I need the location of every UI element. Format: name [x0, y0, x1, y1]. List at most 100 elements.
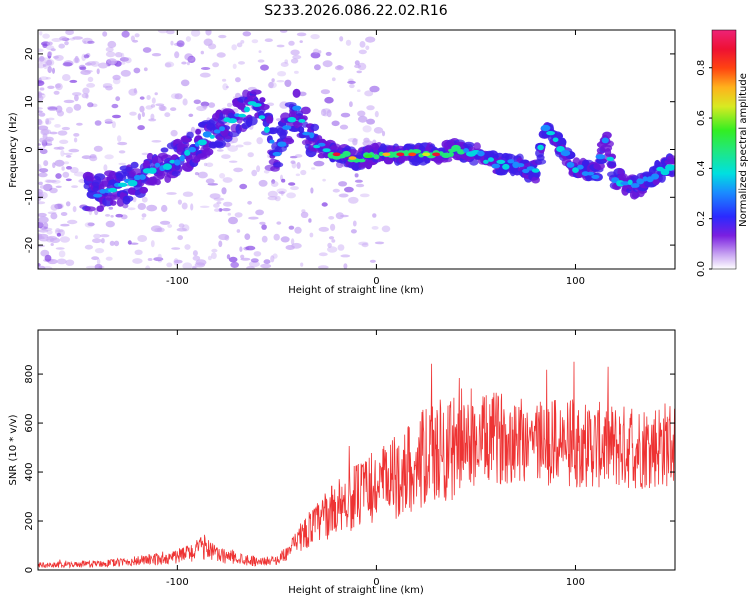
noise-speckle — [191, 265, 197, 269]
trace-halo — [116, 198, 125, 207]
noise-speckle — [318, 50, 322, 54]
trace-core — [620, 181, 630, 186]
trace-core — [411, 149, 422, 154]
y-tick-label: 800 — [24, 365, 35, 384]
noise-speckle — [300, 169, 307, 176]
noise-speckle — [366, 118, 375, 125]
spectrogram-heatmap — [38, 30, 675, 269]
noise-speckle — [222, 78, 227, 82]
noise-speckle — [347, 80, 356, 84]
trace-core — [342, 150, 351, 157]
trace-halo — [146, 152, 154, 161]
noise-speckle — [39, 87, 45, 91]
trace-hotspot — [382, 152, 391, 157]
noise-speckle — [91, 256, 99, 261]
noise-speckle — [292, 55, 302, 60]
noise-speckle — [205, 162, 214, 168]
noise-speckle — [150, 104, 156, 108]
noise-speckle — [356, 70, 363, 74]
noise-speckle — [121, 30, 130, 38]
noise-speckle — [180, 79, 190, 87]
noise-speckle — [93, 145, 103, 152]
noise-speckle — [39, 148, 48, 155]
noise-speckle — [325, 51, 332, 56]
trace-core — [601, 137, 609, 144]
trace-core — [560, 150, 571, 157]
noise-speckle — [327, 242, 332, 248]
colorbar-tick-label: 0.4 — [696, 160, 707, 176]
noise-speckle — [350, 229, 357, 234]
noise-speckle — [159, 105, 167, 111]
noise-speckle — [343, 263, 348, 269]
noise-speckle — [44, 254, 52, 262]
noise-speckle — [251, 39, 259, 44]
noise-speckle — [56, 258, 67, 265]
noise-speckle — [328, 216, 335, 220]
noise-speckle — [65, 30, 74, 36]
trace-core — [627, 179, 633, 185]
trace-core — [309, 132, 315, 139]
noise-speckle — [63, 99, 75, 104]
noise-speckle — [373, 127, 384, 134]
trace-core — [540, 124, 551, 132]
spectrogram-y-ticks: -20 -10 0 10 20 — [24, 48, 675, 253]
noise-speckle — [43, 183, 53, 192]
trace-hotspot — [332, 152, 341, 157]
noise-speckle — [318, 226, 329, 232]
noise-speckle — [236, 42, 243, 48]
noise-speckle — [371, 226, 379, 230]
noise-speckle — [51, 179, 61, 184]
noise-speckle — [113, 240, 120, 247]
noise-speckle — [94, 263, 103, 269]
noise-speckle — [72, 36, 83, 40]
noise-speckle — [56, 232, 62, 237]
noise-speckle — [38, 57, 46, 64]
noise-speckle — [349, 101, 353, 108]
noise-speckle — [317, 265, 329, 269]
noise-speckle — [44, 59, 55, 67]
noise-speckle — [76, 122, 83, 126]
noise-speckle — [290, 238, 295, 246]
noise-speckle — [182, 262, 193, 269]
noise-speckle — [273, 233, 280, 241]
noise-speckle — [58, 43, 65, 49]
trace-core — [174, 159, 181, 166]
noise-speckle — [107, 58, 118, 65]
noise-speckle — [139, 96, 145, 100]
noise-speckle — [246, 265, 255, 269]
noise-speckle — [134, 249, 143, 255]
noise-speckle — [38, 265, 46, 269]
noise-speckle — [42, 64, 47, 67]
figure-title: S233.2026.086.22.02.R16 — [264, 3, 447, 19]
noise-speckle — [111, 103, 119, 109]
noise-speckle — [54, 124, 61, 128]
trace-core — [287, 116, 297, 123]
trace-core — [531, 168, 540, 173]
noise-speckle — [205, 178, 215, 184]
noise-speckle — [290, 186, 299, 191]
noise-speckle — [150, 240, 155, 248]
trace-core — [252, 103, 262, 107]
y-tick-label: 20 — [24, 48, 35, 61]
noise-speckle — [155, 103, 165, 107]
noise-speckle — [281, 178, 286, 183]
noise-speckle — [166, 192, 177, 195]
noise-speckle — [70, 167, 79, 174]
noise-speckle — [365, 36, 376, 43]
noise-speckle — [331, 77, 336, 82]
trace-core — [591, 174, 600, 179]
noise-speckle — [132, 39, 139, 43]
noise-speckle — [146, 204, 158, 212]
noise-speckle — [130, 35, 135, 42]
noise-speckle — [104, 154, 114, 160]
noise-speckle — [142, 47, 152, 53]
noise-speckle — [354, 64, 362, 69]
noise-speckle — [338, 193, 349, 198]
noise-speckle — [141, 196, 148, 203]
noise-speckle — [108, 206, 114, 210]
noise-speckle — [270, 181, 279, 187]
noise-speckle — [188, 113, 194, 118]
noise-speckle — [322, 60, 333, 68]
noise-speckle — [38, 57, 49, 60]
